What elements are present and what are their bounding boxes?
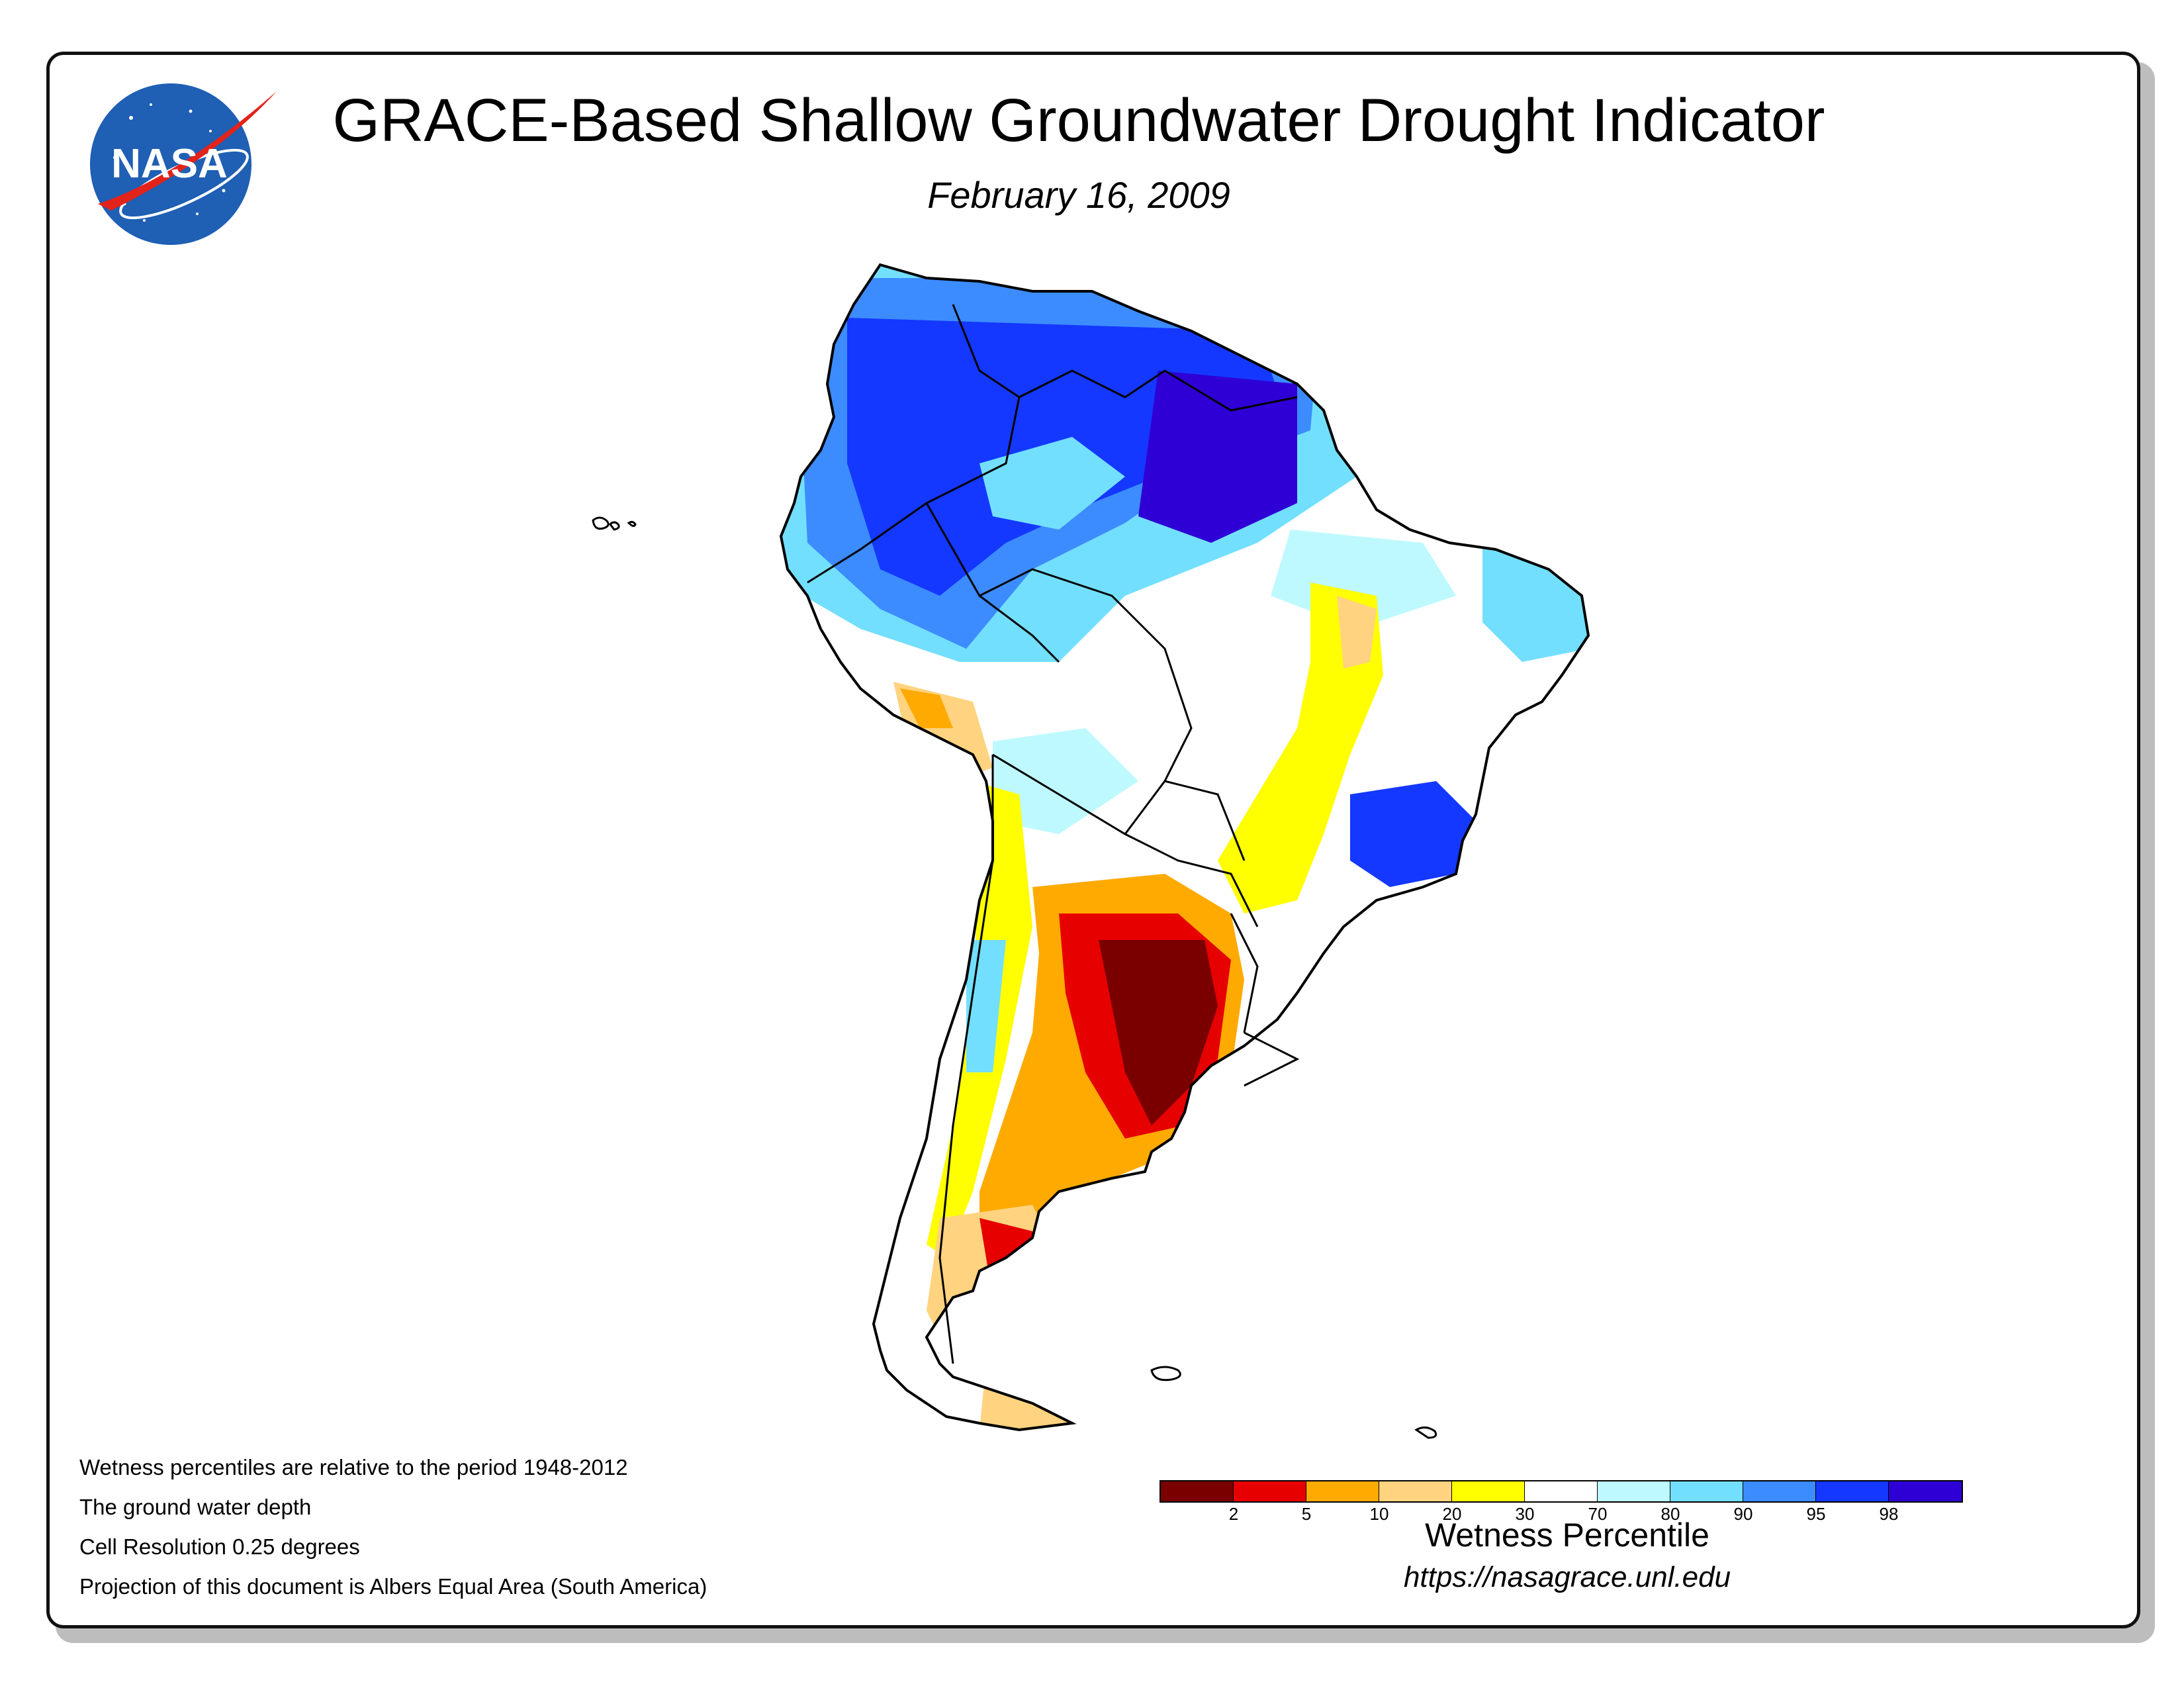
legend-tick-label: 90 [1733, 1504, 1753, 1524]
logo-vector [98, 91, 277, 211]
page-date: February 16, 2009 [927, 174, 1230, 216]
note-percentile-period: Wetness percentiles are relative to the … [79, 1455, 628, 1479]
legend-tick-label: 70 [1588, 1504, 1608, 1524]
map-region-dry-pocket [1337, 596, 1377, 669]
note-cell-resolution: Cell Resolution 0.25 degrees [79, 1534, 360, 1559]
legend-swatch [1598, 1481, 1670, 1501]
legend-color-bar [1160, 1480, 1963, 1503]
galapagos-island-3 [627, 520, 637, 528]
legend-tick-label: 95 [1806, 1504, 1826, 1524]
map-region-peru-moderate [900, 688, 953, 728]
map-region-tierra-del-fuego [979, 1297, 1072, 1430]
legend-tick-label: 30 [1515, 1504, 1535, 1524]
legend-swatch [1452, 1481, 1525, 1501]
note-groundwater-depth: The ground water depth [79, 1495, 312, 1519]
legend-swatch [1234, 1481, 1306, 1501]
falkland-island [1150, 1366, 1181, 1382]
legend-tick-label: 20 [1442, 1504, 1462, 1524]
page-title: GRACE-Based Shallow Groundwater Drought … [332, 87, 1825, 154]
galapagos-island [592, 516, 610, 530]
map-region-dry-central [1218, 583, 1383, 914]
legend-tick-label: 80 [1661, 1504, 1680, 1524]
map-region-amazon-core [1138, 371, 1297, 543]
legend-tick-label: 5 [1301, 1504, 1312, 1524]
legend-swatch [1525, 1481, 1598, 1501]
nasa-logo: NASA [90, 83, 277, 245]
legend-swatch [1670, 1481, 1743, 1501]
legend-swatch [1161, 1481, 1234, 1501]
logo-circle [90, 83, 251, 245]
south-georgia-island [1414, 1427, 1437, 1439]
map-region-argentina-exceptional [1099, 940, 1218, 1125]
legend-swatch [1379, 1481, 1452, 1501]
legend-swatch [1889, 1481, 1962, 1501]
legend-swatch [1306, 1481, 1379, 1501]
map-region-moist-pocket [979, 437, 1125, 530]
legend-swatch [1743, 1481, 1816, 1501]
legend-title: Wetness Percentile [1425, 1517, 1709, 1554]
legend-tick-label: 2 [1228, 1504, 1239, 1524]
legend-tick-label: 98 [1879, 1504, 1899, 1524]
map-region-bolivia-moist [993, 728, 1138, 834]
galapagos-island-2 [609, 521, 620, 531]
logo-text: NASA [111, 141, 228, 187]
logo-stars [113, 103, 226, 222]
islands [592, 516, 1437, 1439]
map-region-southeast-wet [1350, 781, 1476, 887]
note-projection: Projection of this document is Albers Eq… [79, 1574, 707, 1599]
legend-swatch [1816, 1481, 1889, 1501]
country-borders [807, 304, 1300, 1364]
source-url[interactable]: https://nasagrace.unl.edu [1403, 1561, 1731, 1593]
legend-tick-label: 10 [1369, 1504, 1389, 1524]
